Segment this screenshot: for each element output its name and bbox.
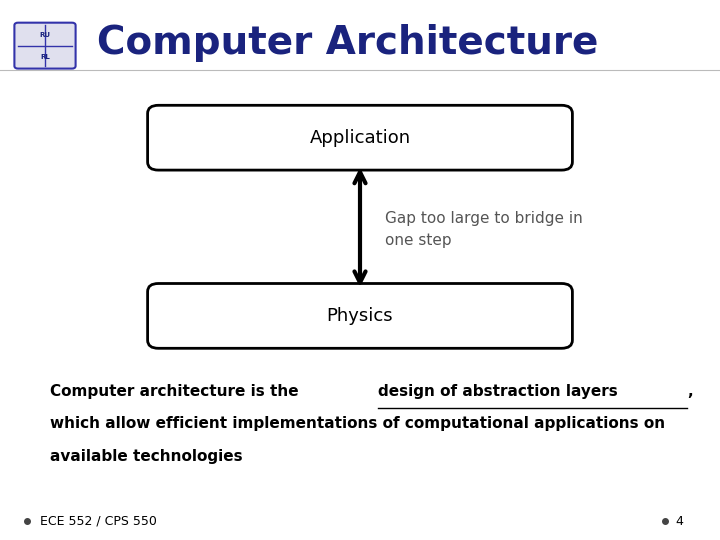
Text: which allow efficient implementations of computational applications on: which allow efficient implementations of… bbox=[50, 416, 665, 431]
Text: available technologies: available technologies bbox=[50, 449, 243, 464]
Text: Gap too large to bridge in
one step: Gap too large to bridge in one step bbox=[385, 212, 583, 247]
Text: Application: Application bbox=[310, 129, 410, 147]
FancyBboxPatch shape bbox=[148, 105, 572, 170]
Text: ,: , bbox=[688, 384, 693, 399]
Text: design of abstraction layers: design of abstraction layers bbox=[378, 384, 618, 399]
Text: Physics: Physics bbox=[327, 307, 393, 325]
Text: Computer architecture is the: Computer architecture is the bbox=[50, 384, 305, 399]
Text: RL: RL bbox=[40, 53, 50, 60]
Text: ECE 552 / CPS 550: ECE 552 / CPS 550 bbox=[40, 515, 156, 528]
Text: 4: 4 bbox=[675, 515, 683, 528]
Text: RU: RU bbox=[40, 32, 50, 38]
FancyBboxPatch shape bbox=[14, 23, 76, 69]
FancyBboxPatch shape bbox=[148, 284, 572, 348]
Text: Computer Architecture: Computer Architecture bbox=[97, 24, 598, 62]
